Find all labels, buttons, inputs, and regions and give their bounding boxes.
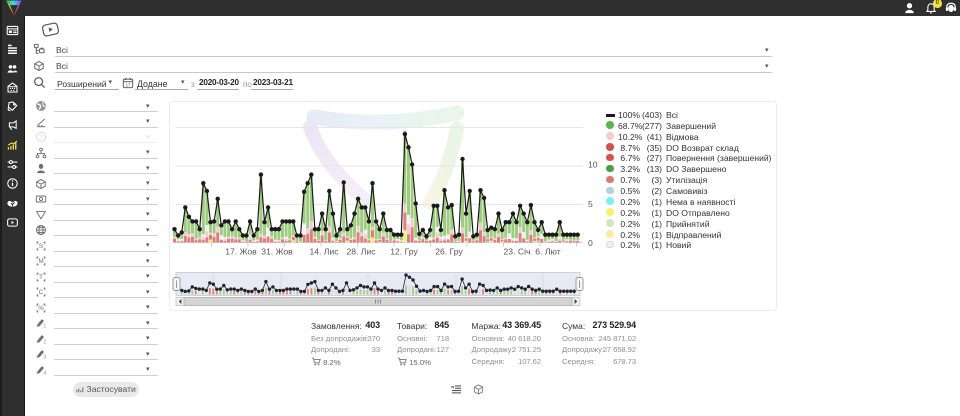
svg-text:1: 1	[43, 324, 46, 329]
svg-text:6. Лют: 6. Лют	[535, 247, 560, 257]
svg-text:17. Жов: 17. Жов	[225, 247, 257, 257]
svg-text:3: 3	[43, 355, 46, 360]
svg-text:2: 2	[43, 339, 46, 344]
svg-text:M: M	[38, 258, 43, 265]
svg-text:12. Гру: 12. Гру	[390, 247, 418, 257]
svg-text:%: %	[38, 305, 44, 312]
svg-text:17: 17	[126, 82, 131, 87]
svg-text:0: 0	[588, 238, 593, 248]
svg-text:10: 10	[588, 159, 598, 169]
svg-text:5: 5	[588, 199, 593, 209]
svg-text:31. Жов: 31. Жов	[261, 247, 293, 257]
svg-text:28. Лис: 28. Лис	[346, 247, 376, 257]
svg-text:C: C	[39, 289, 44, 296]
svg-text:S: S	[39, 243, 43, 250]
svg-text:14. Лис: 14. Лис	[309, 247, 339, 257]
svg-text:23. Січ: 23. Січ	[504, 247, 531, 257]
svg-text:T: T	[39, 274, 43, 281]
svg-text:4: 4	[43, 370, 46, 375]
svg-text:26. Гру: 26. Гру	[435, 247, 463, 257]
svg-text:?: ?	[39, 135, 43, 141]
